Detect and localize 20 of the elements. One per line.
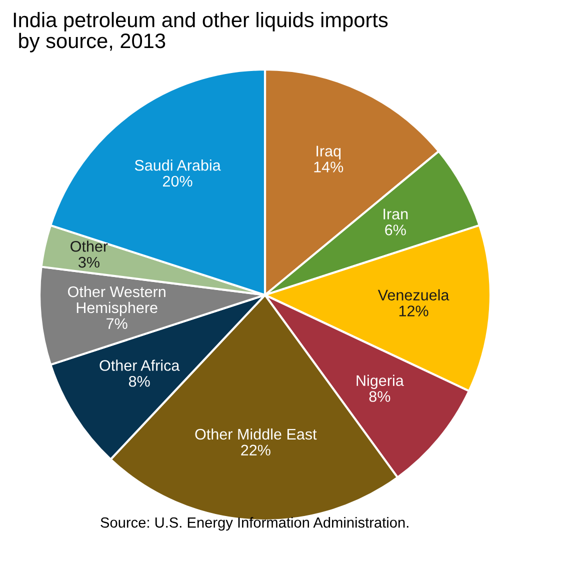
chart-title: India petroleum and other liquids imports by source, 2013 (14, 12, 388, 52)
slice-label: Other (70, 240, 108, 252)
source-note: Source: U.S. Energy Information Administration. (100, 517, 408, 531)
slice-label: Iraq (316, 146, 341, 160)
data-label: 20% (163, 176, 192, 187)
data-label: 8% (128, 376, 150, 387)
slice-label: Venezuela (378, 289, 450, 300)
data-label: 22% (241, 444, 270, 456)
data-label: 12% (399, 306, 428, 316)
data-label: 6% (385, 224, 406, 236)
slice-label: Nigeria (356, 374, 404, 390)
data-label: 7% (106, 318, 128, 329)
data-label: 8% (369, 391, 390, 402)
slice-label: Other Western Hemisphere (68, 286, 166, 316)
data-label: 14% (314, 162, 344, 172)
data-label: 3% (78, 256, 100, 268)
slice-label: Saudi Arabia (134, 160, 221, 171)
slice-label: Other Middle East (195, 428, 317, 440)
slice-label: Iran (384, 208, 408, 220)
slice-label: Other Africa (100, 360, 180, 371)
